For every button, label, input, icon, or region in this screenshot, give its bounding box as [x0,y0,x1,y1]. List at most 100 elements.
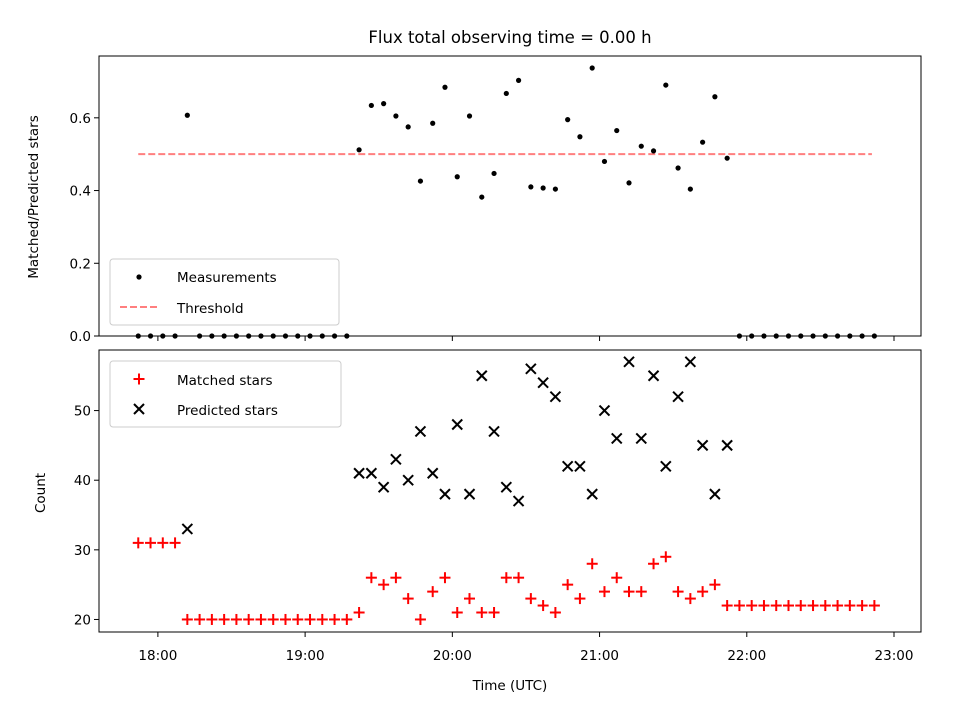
top-chart-ylabel: Matched/Predicted stars [26,115,42,278]
matched-star-point [476,607,487,618]
matched-star-point [255,614,266,625]
matched-star-point [145,537,156,548]
matched-star-point [722,600,733,611]
matched-star-point [660,551,671,562]
matched-star-point [709,579,720,590]
top-legend: Measurements Threshold [110,259,339,325]
measurement-point [602,159,607,164]
matched-star-point [231,614,242,625]
matched-star-point [194,614,205,625]
bottom-ytick-label: 20 [74,612,91,628]
matched-star-point [538,600,549,611]
bottom-legend: Matched stars Predicted stars [110,361,341,427]
matched-star-point [820,600,831,611]
measurement-point [479,194,484,199]
measurement-point [467,113,472,118]
matched-star-point [354,607,365,618]
predicted-star-point [722,440,732,450]
matched-star-point [795,600,806,611]
matched-star-point [305,614,316,625]
matched-star-point [243,614,254,625]
predicted-star-point [354,468,364,478]
top-ytick-label: 0.0 [70,329,91,345]
matched-star-point [783,600,794,611]
matched-star-point [292,614,303,625]
measurement-point [565,117,570,122]
matched-star-point [489,607,500,618]
legend-measurements-marker [136,274,141,279]
bottom-xtick-label: 21:00 [580,648,619,664]
measurement-point [528,184,533,189]
matched-star-point [329,614,340,625]
predicted-star-point [636,433,646,443]
legend-matched-label: Matched stars [177,373,273,389]
predicted-star-point [673,392,683,402]
measurement-point [626,180,631,185]
bottom-chart: Count Time (UTC) 20 30 40 50 18:00 19:00 20:00… [33,350,921,694]
matched-star-point [206,614,217,625]
measurement-point [185,113,190,118]
matched-star-point [170,537,181,548]
measurement-point [700,140,705,145]
measurement-point [725,156,730,161]
matched-star-point [844,600,855,611]
predicted-star-point [550,392,560,402]
matched-star-point [525,593,536,604]
matched-star-point [268,614,279,625]
matched-star-point [439,572,450,583]
matched-star-point [832,600,843,611]
matched-star-point [415,614,426,625]
measurement-point [553,186,558,191]
matched-star-point [366,572,377,583]
measurement-point [442,85,447,90]
matched-star-point [182,614,193,625]
measurement-point [516,78,521,83]
matched-star-point [685,593,696,604]
predicted-star-point [452,420,462,430]
bottom-ytick-label: 40 [74,473,91,489]
predicted-star-point [685,357,695,367]
legend-predicted-label: Predicted stars [177,403,278,419]
matched-star-point [550,607,561,618]
matched-star-point [513,572,524,583]
predicted-star-point [379,482,389,492]
matched-star-point [648,558,659,569]
matched-star-point [219,614,230,625]
matched-star-point [574,593,585,604]
predicted-star-point [526,364,536,374]
measurement-point [577,134,582,139]
bottom-xtick-label: 18:00 [138,648,177,664]
predicted-star-point [587,489,597,499]
predicted-star-point [391,454,401,464]
matched-star-point [599,586,610,597]
matched-star-point [611,572,622,583]
measurement-point [418,178,423,183]
top-ytick-label: 0.2 [70,256,91,272]
predicted-star-point [501,482,511,492]
bottom-xtick-label: 22:00 [727,648,766,664]
predicted-star-point [710,489,720,499]
matched-star-point [390,572,401,583]
bottom-xtick-label: 20:00 [433,648,472,664]
matched-star-point [157,537,168,548]
matched-star-point [317,614,328,625]
matched-star-point [427,586,438,597]
predicted-star-point [599,406,609,416]
predicted-star-point [415,426,425,436]
measurement-point [356,147,361,152]
bottom-xtick-label: 23:00 [875,648,914,664]
matched-star-point [636,586,647,597]
bottom-ytick-label: 30 [74,543,91,559]
matched-star-point [771,600,782,611]
matched-star-point [697,586,708,597]
predicted-star-point [428,468,438,478]
bottom-chart-ylabel: Count [33,473,49,513]
predicted-star-point [649,371,659,381]
measurement-point [712,94,717,99]
bottom-xtick-label: 19:00 [286,648,325,664]
matched-star-point [857,600,868,611]
bottom-chart-xlabel: Time (UTC) [472,678,548,694]
matched-star-point [746,600,757,611]
predicted-star-point [575,461,585,471]
